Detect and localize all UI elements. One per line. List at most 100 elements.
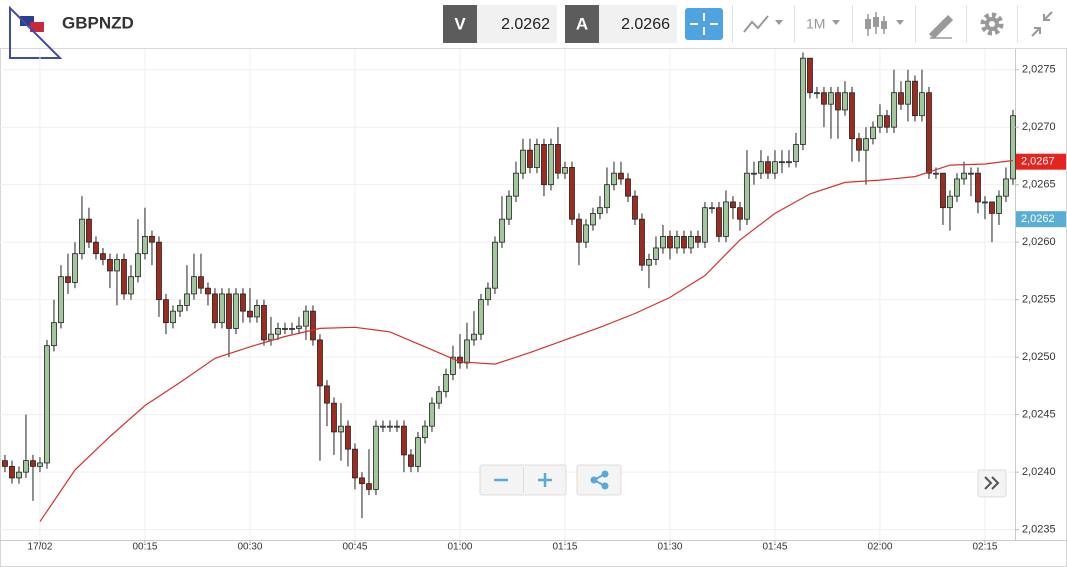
- candle-body: [863, 138, 869, 151]
- candle-body: [65, 276, 71, 283]
- symbol: GBPNZD: [62, 13, 134, 32]
- candle-body: [590, 213, 596, 226]
- candle-body: [282, 328, 288, 330]
- candle-body: [149, 236, 155, 243]
- flag: [30, 22, 44, 32]
- candle-body: [975, 172, 981, 203]
- candle-type-button[interactable]: [865, 12, 904, 36]
- candle-body: [653, 247, 659, 260]
- chart-style-button[interactable]: [743, 15, 783, 33]
- candle-body: [352, 448, 358, 479]
- bid-badge-label: V: [454, 14, 466, 33]
- chevrons: [984, 476, 1000, 490]
- candle-body: [646, 259, 652, 266]
- x-tick-label: 00:15: [132, 542, 157, 553]
- candle-body: [9, 466, 15, 479]
- y-tick-label: 2,0240: [1022, 466, 1056, 478]
- x-tick-label: 01:30: [657, 542, 682, 553]
- candle-body: [618, 172, 624, 180]
- candle-body: [359, 477, 365, 485]
- candle-body: [926, 92, 932, 174]
- settings-button[interactable]: [980, 12, 1004, 36]
- candle-body: [275, 328, 281, 335]
- share-button[interactable]: [590, 470, 609, 490]
- candle-body: [492, 241, 498, 289]
- flag: [20, 16, 34, 26]
- candle-body: [954, 178, 960, 197]
- y-tick-label: 2,0255: [1022, 294, 1056, 306]
- drawing-tool-button[interactable]: [928, 14, 954, 40]
- candle-body: [534, 144, 540, 168]
- zoom-in-button[interactable]: [538, 473, 552, 487]
- candle-body: [828, 92, 834, 105]
- candle-body: [611, 172, 617, 186]
- candle-body: [331, 402, 337, 433]
- candle-body: [114, 259, 120, 272]
- candle-body: [401, 425, 407, 456]
- candle-body: [387, 425, 393, 428]
- collapse-button[interactable]: [1031, 11, 1053, 37]
- share-box: [576, 464, 622, 496]
- candle-body: [996, 195, 1002, 214]
- candle-body: [142, 236, 148, 255]
- moving-average: [39, 159, 1014, 522]
- x-tick-label: 00:45: [342, 542, 367, 553]
- candles-icon: [881, 21, 887, 29]
- bid-box[interactable]: [477, 5, 557, 43]
- candle-body: [485, 287, 491, 301]
- timeframe-button[interactable]: 1M: [806, 16, 840, 32]
- candle-body: [261, 305, 267, 341]
- candle-body: [394, 425, 400, 428]
- y-tick-label: 2,0260: [1022, 236, 1056, 248]
- candle-body: [219, 293, 225, 324]
- candle-body: [457, 356, 463, 364]
- candle-body: [436, 391, 442, 404]
- candle-body: [268, 333, 274, 341]
- candle-body: [408, 454, 414, 467]
- candle-body: [716, 207, 722, 237]
- candle-body: [107, 259, 113, 272]
- scroll-right-button[interactable]: [977, 469, 1007, 498]
- x-tick-label: 00:30: [237, 542, 262, 553]
- candle-body: [933, 172, 939, 175]
- candle-body: [667, 236, 673, 249]
- candle-body: [310, 310, 316, 341]
- gear-teeth: [980, 12, 1004, 36]
- candle-body: [765, 161, 771, 174]
- ask-box[interactable]: [599, 5, 677, 43]
- x-tick-label: 01:00: [447, 542, 472, 553]
- ask-price: 2.0266: [621, 16, 670, 33]
- candle-body: [793, 144, 799, 163]
- dropdown-caret: [896, 20, 904, 25]
- candle-body: [807, 57, 813, 94]
- candle-body: [625, 178, 631, 197]
- candle-body: [877, 115, 883, 128]
- candle-body: [86, 218, 92, 243]
- candle-body: [2, 460, 8, 467]
- candle-body: [79, 218, 85, 255]
- candle-body: [184, 293, 190, 306]
- candle-body: [1010, 115, 1016, 180]
- candle-body: [723, 201, 729, 237]
- crosshair-button[interactable]: [685, 8, 723, 40]
- candle-body: [555, 144, 561, 174]
- candle-body: [891, 92, 897, 128]
- timeframe: 1M: [806, 16, 825, 32]
- candle-body: [674, 236, 680, 249]
- candle-body: [569, 167, 575, 220]
- candle-body: [51, 322, 57, 347]
- candle-body: [583, 224, 589, 243]
- symbol-icon[interactable]: [9, 5, 63, 59]
- bid-price: 2.0262: [501, 16, 550, 33]
- gear-hole: [989, 21, 995, 27]
- candle-body: [198, 276, 204, 289]
- y-tick-label: 2,0270: [1022, 121, 1056, 133]
- price-marker-label: 2,0267: [1021, 156, 1055, 168]
- candle-body: [884, 115, 890, 128]
- corner-triangle: [9, 5, 63, 59]
- zoom-controls: [479, 464, 622, 496]
- candle-body: [842, 92, 848, 111]
- candle-body: [170, 310, 176, 324]
- candle-body: [177, 305, 183, 312]
- candle-body: [681, 236, 687, 249]
